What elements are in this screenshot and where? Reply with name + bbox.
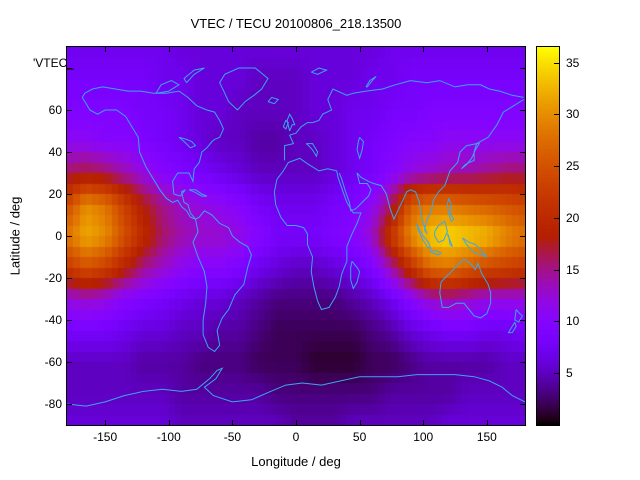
y-tick-label: -80 — [44, 397, 62, 411]
colorbar-border — [536, 46, 560, 426]
y-tick-mark — [520, 404, 525, 405]
x-tick-mark — [486, 47, 488, 52]
coastline-iceland — [268, 97, 278, 103]
y-tick-mark — [520, 320, 525, 321]
y-tick-mark — [67, 362, 72, 363]
coastline-ireland — [283, 121, 288, 129]
coastline-canadian-arctic-1 — [156, 81, 179, 94]
x-tick-mark — [105, 47, 107, 52]
x-tick-mark — [423, 420, 425, 425]
x-tick-label: 100 — [413, 430, 434, 444]
x-tick-mark — [359, 47, 361, 52]
coastline-great-lakes — [179, 137, 196, 148]
x-tick-mark — [486, 420, 488, 425]
colorbar-tick-label: 15 — [566, 262, 580, 277]
y-tick-mark — [520, 152, 525, 153]
coastline-philippines — [447, 198, 453, 221]
coastline-new-zealand-south — [508, 322, 516, 333]
coastline-borneo — [435, 221, 448, 242]
colorbar-canvas — [537, 47, 559, 425]
coastline-japan — [461, 144, 479, 169]
x-tick-mark — [232, 47, 234, 52]
coastline-africa — [274, 158, 361, 309]
colorbar-tick-label: 20 — [566, 210, 580, 225]
coastline-antarctica — [67, 368, 525, 406]
x-tick-mark — [105, 420, 107, 425]
y-tick-label: 0 — [55, 229, 62, 243]
x-tick-mark — [423, 47, 425, 52]
x-tick-label: -100 — [156, 430, 181, 444]
y-tick-label: 60 — [48, 103, 62, 117]
coastline-sulawesi — [447, 234, 452, 247]
y-tick-mark — [520, 110, 525, 111]
x-tick-label: 0 — [292, 430, 300, 444]
y-tick-label: -20 — [44, 271, 62, 285]
x-tick-label: 150 — [476, 430, 497, 444]
y-tick-mark — [520, 194, 525, 195]
x-tick-mark — [168, 420, 170, 425]
colorbar-tick-mark — [554, 114, 559, 116]
y-tick-label: 20 — [48, 187, 62, 201]
y-tick-mark — [520, 278, 525, 279]
x-tick-mark — [296, 420, 297, 425]
colorbar-tick-mark — [554, 321, 559, 323]
y-tick-mark — [67, 152, 72, 153]
y-tick-mark — [67, 320, 72, 321]
coastline-north-america — [82, 87, 223, 219]
y-tick-label: -60 — [44, 355, 62, 369]
colorbar-tick-label: 5 — [566, 366, 573, 381]
coastline-new-guinea — [463, 238, 487, 257]
coastline-asia-east-south — [357, 100, 524, 234]
colorbar-tick-label: 10 — [566, 314, 580, 329]
x-tick-mark — [359, 420, 361, 425]
y-tick-label: 40 — [48, 145, 62, 159]
coastline-uk — [287, 114, 295, 131]
colorbar-tick-mark — [554, 62, 559, 64]
coastline-sumatra — [417, 223, 431, 248]
y-tick-label: -40 — [44, 313, 62, 327]
colorbar-tick-mark — [554, 373, 559, 375]
coastline-cuba-hispaniola — [189, 190, 207, 196]
coastline-caspian-sea — [357, 137, 363, 158]
colorbar-tick-label: 35 — [566, 55, 580, 70]
x-axis-title: Longitude / deg — [251, 454, 341, 469]
coastline-canadian-arctic-2 — [184, 68, 204, 83]
coastline-madagascar — [351, 261, 360, 288]
y-tick-mark — [67, 110, 72, 111]
key-label: 'VTEC_ — [33, 56, 74, 70]
colorbar-tick-mark — [554, 166, 559, 168]
coastline-australia — [440, 259, 491, 318]
y-tick-mark — [520, 68, 525, 69]
plot-border — [66, 46, 526, 426]
y-tick-mark — [67, 278, 72, 279]
x-tick-mark — [232, 420, 234, 425]
coastline-java — [430, 251, 441, 255]
y-tick-mark — [520, 236, 525, 237]
coastline-arabia — [339, 173, 371, 211]
chart-title: VTEC / TECU 20100806_218.13500 — [190, 16, 402, 31]
y-tick-mark — [67, 404, 72, 405]
x-tick-label: -150 — [93, 430, 118, 444]
coastline-new-zealand-north — [515, 310, 523, 323]
coastline-overlay — [67, 47, 525, 425]
colorbar-tick-mark — [554, 269, 559, 271]
coastline-south-america — [193, 211, 252, 352]
coastline-novaya-zemlya — [366, 76, 376, 87]
y-tick-mark — [67, 236, 72, 237]
coastline-greenland — [220, 68, 268, 110]
colorbar-tick-label: 30 — [566, 107, 580, 122]
y-tick-mark — [67, 68, 72, 69]
y-tick-mark — [520, 362, 525, 363]
x-tick-mark — [296, 47, 297, 52]
x-tick-label: 50 — [352, 430, 367, 444]
coastline-eurasia-north — [285, 81, 524, 161]
colorbar-tick-label: 25 — [566, 159, 580, 174]
y-tick-mark — [67, 194, 72, 195]
coastline-svalbard — [311, 68, 326, 74]
x-tick-mark — [168, 47, 170, 52]
coastline-italy — [306, 144, 317, 157]
x-tick-label: -50 — [223, 430, 242, 444]
colorbar-tick-mark — [554, 217, 559, 219]
